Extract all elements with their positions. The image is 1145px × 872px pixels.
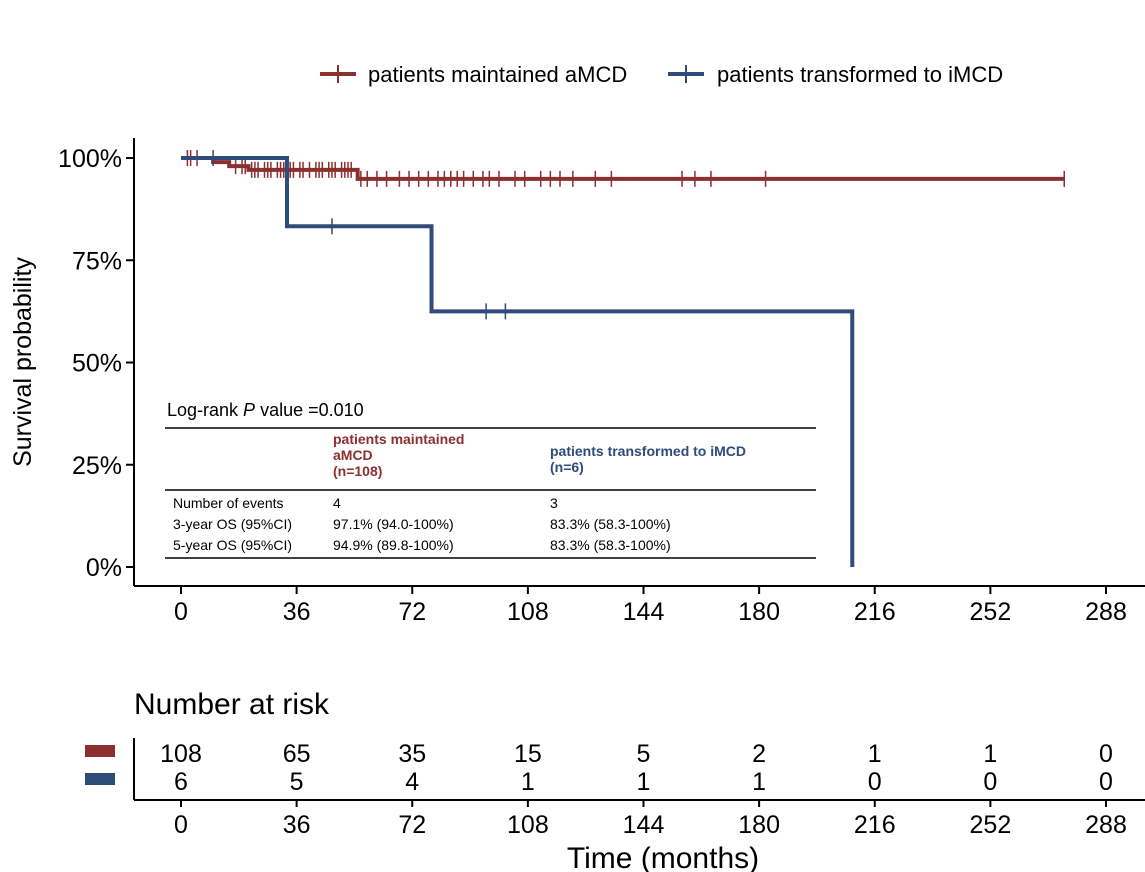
risk-cell: 1 xyxy=(521,768,535,796)
risk-cell: 108 xyxy=(160,740,202,768)
stats-cell-amcd: 4 xyxy=(333,495,341,511)
risk-cell: 0 xyxy=(983,768,997,796)
y-axis-title: Survival probability xyxy=(9,257,37,467)
risk-cell: 5 xyxy=(637,740,651,768)
stats-header-amcd: (n=108) xyxy=(333,463,382,479)
stats-cell-amcd: 94.9% (89.8-100%) xyxy=(333,537,454,553)
stats-cell-imcd: 3 xyxy=(550,495,558,511)
y-tick-label: 75% xyxy=(72,247,122,275)
risk-cell: 0 xyxy=(1099,740,1113,768)
y-tick-label: 25% xyxy=(72,452,122,480)
risk-cell: 35 xyxy=(398,740,426,768)
axes: 0% 25% 50% 75% 100% 0 36 72 108 144 180 216 252 288 Su… xyxy=(9,138,1145,626)
survival-curves xyxy=(181,150,1065,567)
risk-x-tick-label: 108 xyxy=(507,811,549,839)
x-tick-label: 252 xyxy=(970,598,1012,626)
legend: patients maintained aMCD patients transfo… xyxy=(320,62,1003,87)
x-tick-label: 108 xyxy=(507,598,549,626)
stats-header-amcd: aMCD xyxy=(333,447,373,463)
legend-label: patients transformed to iMCD xyxy=(717,62,1003,87)
risk-cell: 1 xyxy=(752,768,766,796)
risk-cell: 15 xyxy=(514,740,542,768)
x-tick-label: 36 xyxy=(283,598,311,626)
risk-x-tick-label: 288 xyxy=(1085,811,1127,839)
risk-cell: 6 xyxy=(174,768,188,796)
stats-header-amcd: patients maintained xyxy=(333,431,464,447)
risk-row-swatch xyxy=(85,745,115,757)
stats-row-label: Number of events xyxy=(173,495,284,511)
curve-amcd xyxy=(181,156,1065,181)
stats-header-imcd: (n=6) xyxy=(550,459,584,475)
risk-x-tick-label: 72 xyxy=(398,811,426,839)
stats-cell-amcd: 97.1% (94.0-100%) xyxy=(333,516,454,532)
risk-cell: 1 xyxy=(637,768,651,796)
risk-x-tick-label: 36 xyxy=(283,811,311,839)
risk-cell: 0 xyxy=(1099,768,1113,796)
y-tick-label: 0% xyxy=(86,554,122,582)
risk-x-tick-label: 252 xyxy=(970,811,1012,839)
curve-imcd xyxy=(181,156,855,567)
risk-cell: 65 xyxy=(283,740,311,768)
x-tick-label: 144 xyxy=(623,598,665,626)
risk-cell: 4 xyxy=(405,768,419,796)
risk-cell: 5 xyxy=(290,768,304,796)
risk-cell: 2 xyxy=(752,740,766,768)
stats-table: Log-rank P value =0.010 patients maintain… xyxy=(165,400,816,559)
x-tick-label: 216 xyxy=(854,598,896,626)
y-tick-label: 50% xyxy=(72,350,122,378)
stats-cell-imcd: 83.3% (58.3-100%) xyxy=(550,516,671,532)
stats-row-label: 5-year OS (95%CI) xyxy=(173,537,292,553)
y-tick-label: 100% xyxy=(58,145,122,173)
risk-x-tick-label: 144 xyxy=(623,811,665,839)
stats-header-imcd: patients transformed to iMCD xyxy=(550,443,746,459)
stats-title: Log-rank P value =0.010 xyxy=(167,400,364,420)
stats-cell-imcd: 83.3% (58.3-100%) xyxy=(550,537,671,553)
stats-row-label: 3-year OS (95%CI) xyxy=(173,516,292,532)
risk-x-tick-label: 180 xyxy=(738,811,780,839)
risk-cell: 0 xyxy=(868,768,882,796)
legend-label: patients maintained aMCD xyxy=(368,62,627,87)
x-tick-label: 180 xyxy=(738,598,780,626)
x-axis-title: Time (months) xyxy=(567,842,759,872)
risk-x-tick-label: 216 xyxy=(854,811,896,839)
risk-cell: 1 xyxy=(868,740,882,768)
x-tick-label: 0 xyxy=(174,598,188,626)
risk-table-title: Number at risk xyxy=(134,688,330,721)
x-tick-label: 72 xyxy=(398,598,426,626)
risk-cell: 1 xyxy=(983,740,997,768)
risk-x-tick-label: 0 xyxy=(174,811,188,839)
x-tick-label: 288 xyxy=(1085,598,1127,626)
risk-row-swatch xyxy=(85,773,115,785)
